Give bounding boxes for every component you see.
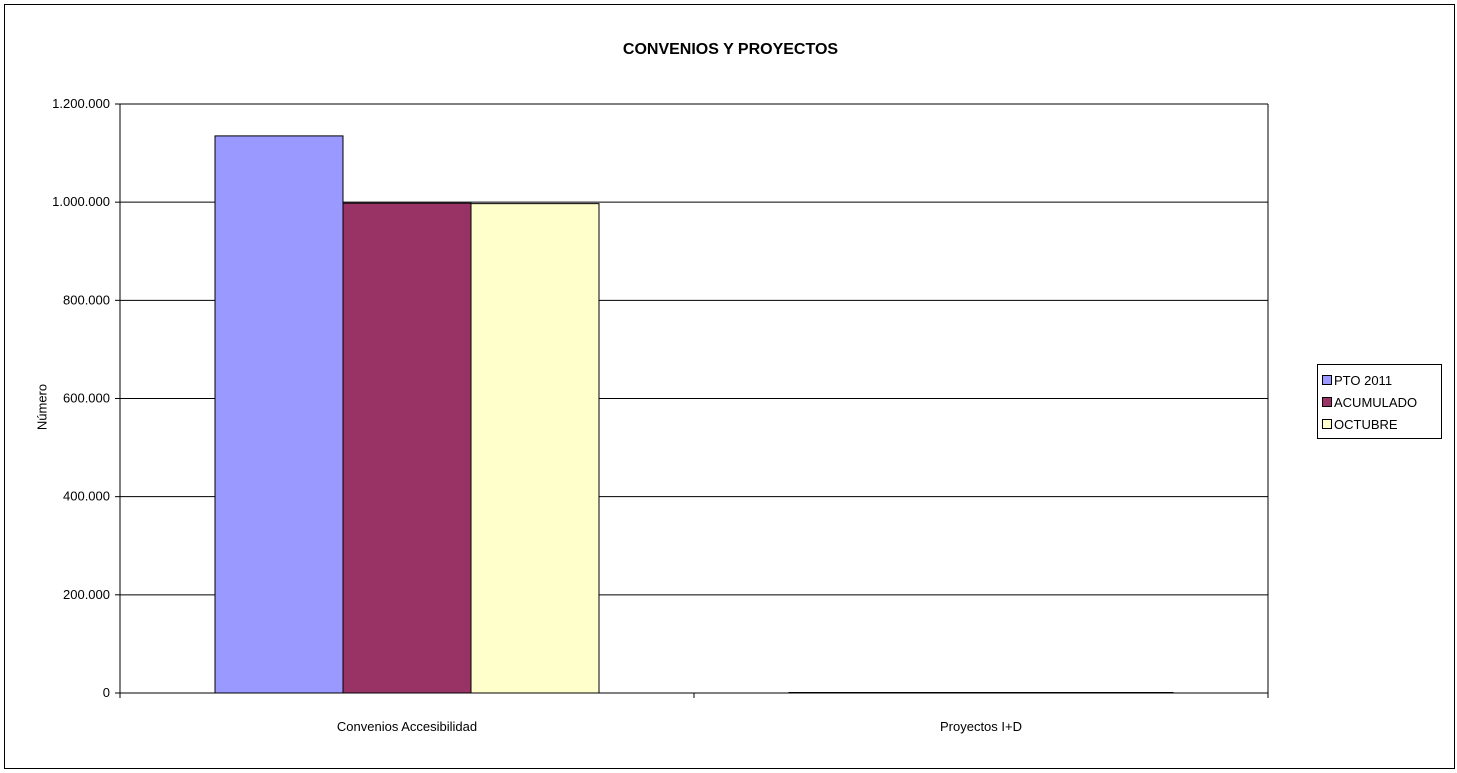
legend-swatch [1322, 375, 1332, 385]
chart-plot: 0 200.000 400.000 600.000 800.000 1.000.000 1.… [52, 96, 1269, 734]
legend-item: ACUMULADO [1318, 391, 1441, 413]
y-tick-label: 1.200.000 [52, 96, 110, 111]
legend-swatch [1322, 419, 1332, 429]
y-tick-label: 0 [103, 685, 110, 700]
legend-item: OCTUBRE [1318, 413, 1441, 435]
legend-label: ACUMULADO [1334, 394, 1418, 410]
x-tick-label: Convenios Accesibilidad [337, 719, 477, 734]
y-axis-label: Número [34, 383, 50, 431]
legend-label: PTO 2011 [1334, 372, 1393, 388]
y-tick-label: 400.000 [63, 489, 110, 504]
bar [214, 135, 344, 694]
legend: PTO 2011 ACUMULADO OCTUBRE [1317, 364, 1442, 439]
y-tick-label: 200.000 [63, 587, 110, 602]
chart-frame: CONVENIOS Y PROYECTOS 0 200.000 400.000 600… [4, 4, 1455, 769]
bar [342, 202, 472, 694]
y-tick-label: 800.000 [63, 292, 110, 307]
x-tick-label: Proyectos I+D [940, 719, 1022, 734]
chart-title: CONVENIOS Y PROYECTOS [622, 41, 839, 58]
y-tick-label: 1.000.000 [52, 194, 110, 209]
bar [470, 203, 600, 694]
legend-label: OCTUBRE [1334, 416, 1398, 432]
legend-swatch [1322, 397, 1332, 407]
legend-item: PTO 2011 [1318, 369, 1441, 391]
y-tick-label: 600.000 [63, 391, 110, 406]
